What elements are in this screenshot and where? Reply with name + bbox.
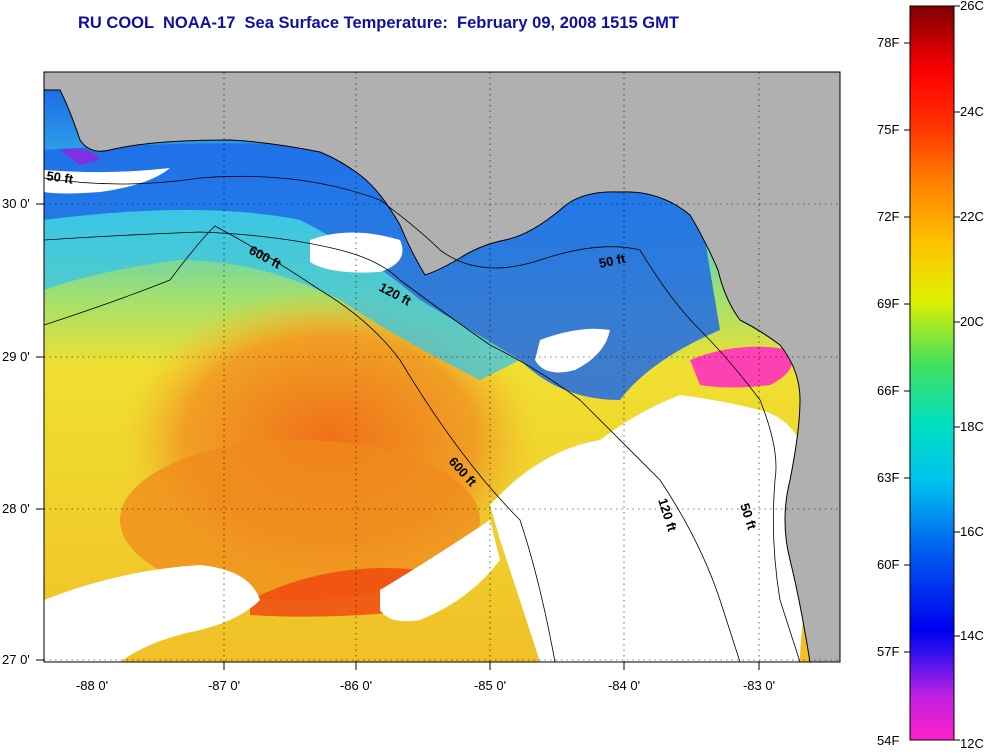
contour-50ft [44, 175, 801, 662]
colorbar-f-label: 63F [877, 470, 899, 485]
lon-tick-label: -83 0' [743, 678, 775, 693]
lon-tick-label: -85 0' [474, 678, 506, 693]
colorbar-f-label: 69F [877, 296, 899, 311]
cool-shelf-water [44, 210, 520, 380]
lat-tick-label: 30 0' [2, 196, 30, 211]
colorbar-c-label: 22C [960, 209, 984, 224]
map-frame [43, 71, 841, 663]
colorbar-c-label: 20C [960, 314, 984, 329]
colorbar-f-label: 75F [877, 122, 899, 137]
colorbar-c-label: 26C [960, 0, 984, 13]
colorbar-f-label: 54F [877, 733, 899, 748]
contour-120ft [44, 231, 741, 662]
hot-water-band [250, 568, 420, 617]
lon-tick-label: -86 0' [340, 678, 372, 693]
cloud-patch-east [535, 328, 610, 373]
colorbar-f-label: 72F [877, 209, 899, 224]
colorbar-c-label: 14C [960, 628, 984, 643]
coastline-land [44, 72, 840, 662]
lon-tick-label: -84 0' [608, 678, 640, 693]
colorbar-f-label: 57F [877, 644, 899, 659]
contour-label: 50 ft [598, 251, 628, 271]
warm-water-south [120, 440, 480, 600]
lat-lon-grid [44, 72, 840, 662]
colorbar-c-label: 18C [960, 419, 984, 434]
colorbar: 78F 75F 72F 69F 66F 63F 60F 57F 54F 26C … [877, 0, 984, 751]
lat-tick-label: 29 0' [2, 349, 30, 364]
cloud-south-central [380, 520, 500, 622]
map-title: RU COOL NOAA-17 Sea Surface Temperature:… [78, 14, 679, 32]
contour-600ft [44, 225, 556, 662]
colorbar-c-label: 24C [960, 104, 984, 119]
colorbar-f-label: 78F [877, 35, 899, 50]
colorbar-f-label: 60F [877, 557, 899, 572]
cloud-patch-central [310, 232, 403, 273]
lat-tick-label: 27 0' [2, 652, 30, 667]
colorbar-c-label: 12C [960, 736, 984, 751]
axis-ticks [36, 203, 760, 670]
cloud-west-florida [490, 395, 820, 662]
cloud-patch-west [44, 168, 170, 194]
cold-pocket-mobile-bay [60, 148, 100, 165]
lon-tick-label: -88 0' [76, 678, 108, 693]
colorbar-f-label: 66F [877, 383, 899, 398]
cloud-southwest [44, 565, 260, 662]
colorbar-gradient [909, 5, 955, 741]
contour-label: 50 ft [46, 168, 75, 187]
lat-tick-label: 28 0' [2, 501, 30, 516]
colorbar-c-label: 16C [960, 524, 984, 539]
lon-tick-label: -87 0' [208, 678, 240, 693]
